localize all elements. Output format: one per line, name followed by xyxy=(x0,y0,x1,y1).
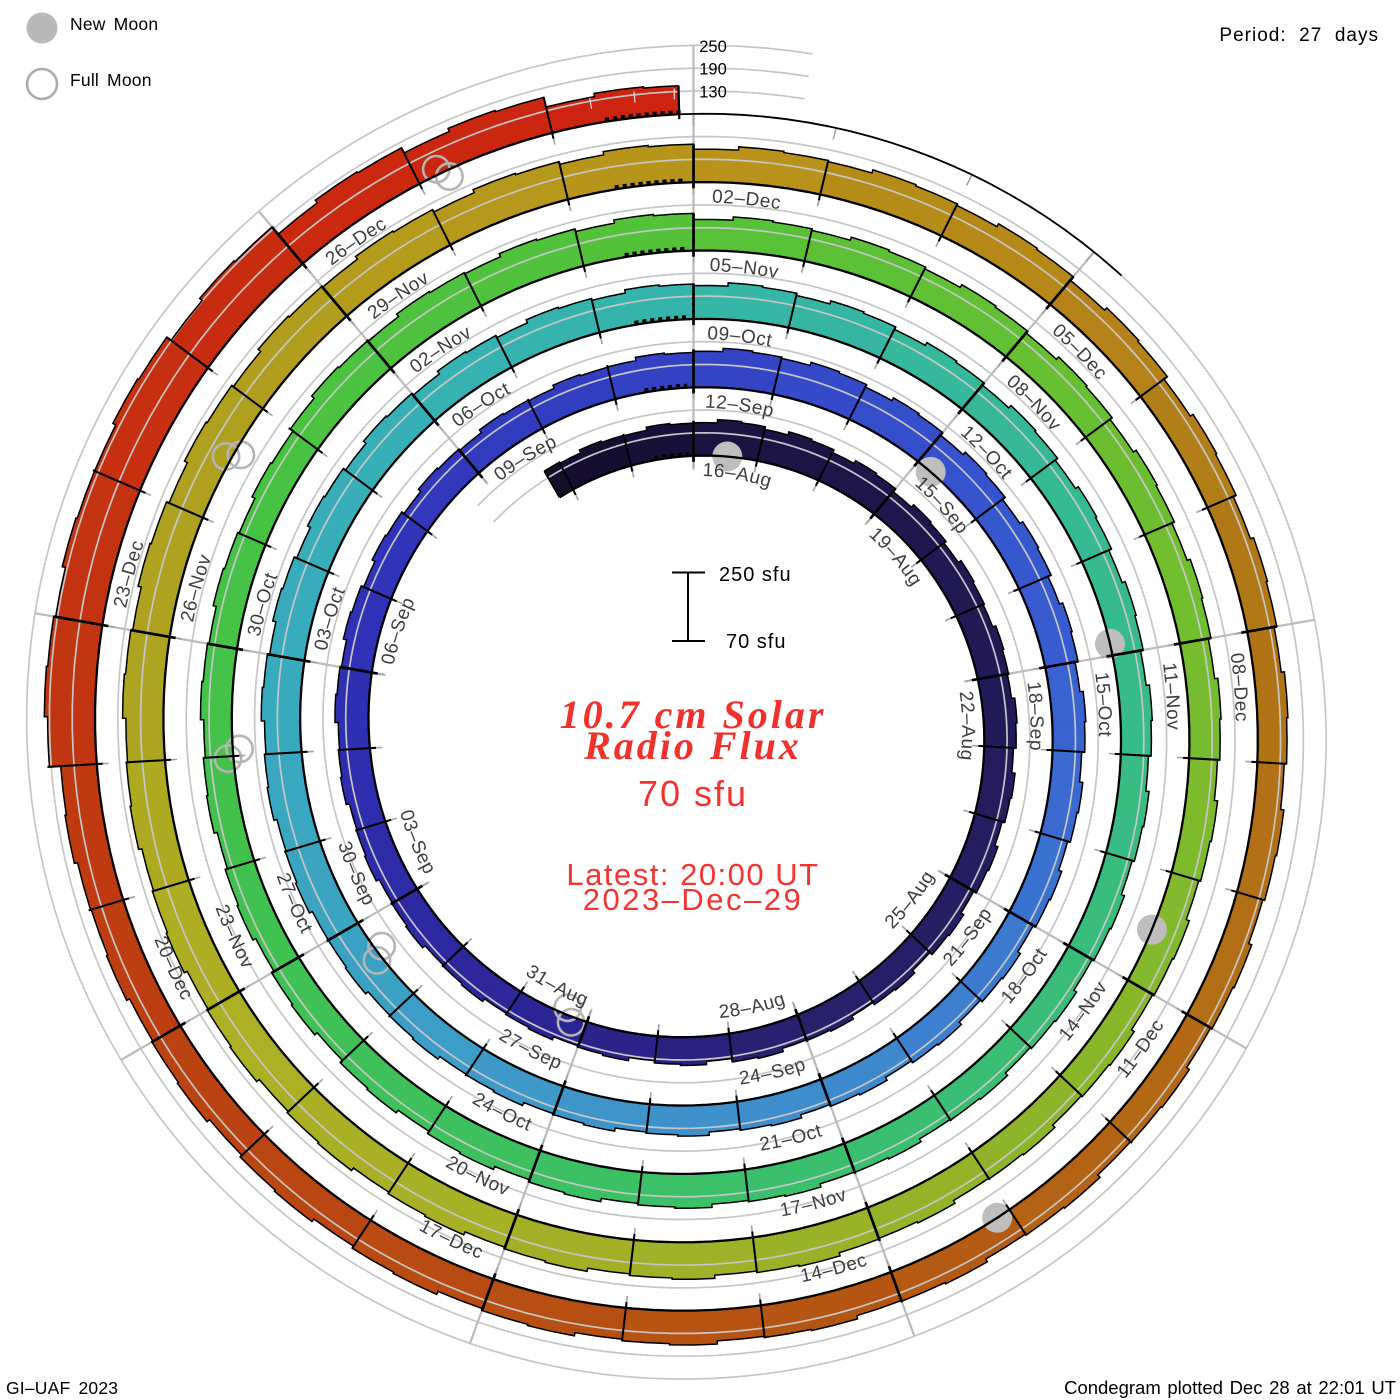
svg-text:70 sfu: 70 sfu xyxy=(726,631,786,653)
svg-text:Period: 27 days: Period: 27 days xyxy=(1219,25,1379,46)
svg-text:250: 250 xyxy=(699,38,727,56)
svg-text:Condegram plotted Dec 28 at 22: Condegram plotted Dec 28 at 22:01 UT xyxy=(1064,1377,1396,1398)
svg-text:18–Sep: 18–Sep xyxy=(1022,680,1046,751)
svg-text:15–Oct: 15–Oct xyxy=(1090,671,1115,738)
svg-text:Full Moon: Full Moon xyxy=(70,70,152,90)
svg-text:130: 130 xyxy=(699,84,727,102)
svg-text:10.7 cm Solar: 10.7 cm Solar xyxy=(560,692,827,737)
svg-text:Radio Flux: Radio Flux xyxy=(583,723,802,768)
svg-text:Latest: 20:00 UT: Latest: 20:00 UT xyxy=(566,857,819,892)
svg-text:2023–Dec–29: 2023–Dec–29 xyxy=(583,882,804,917)
svg-text:New Moon: New Moon xyxy=(70,14,158,34)
svg-text:250 sfu: 250 sfu xyxy=(719,564,792,586)
svg-text:190: 190 xyxy=(699,61,727,79)
svg-text:22–Aug: 22–Aug xyxy=(955,690,979,762)
svg-text:GI–UAF 2023: GI–UAF 2023 xyxy=(6,1378,118,1398)
svg-text:70 sfu: 70 sfu xyxy=(638,773,748,814)
